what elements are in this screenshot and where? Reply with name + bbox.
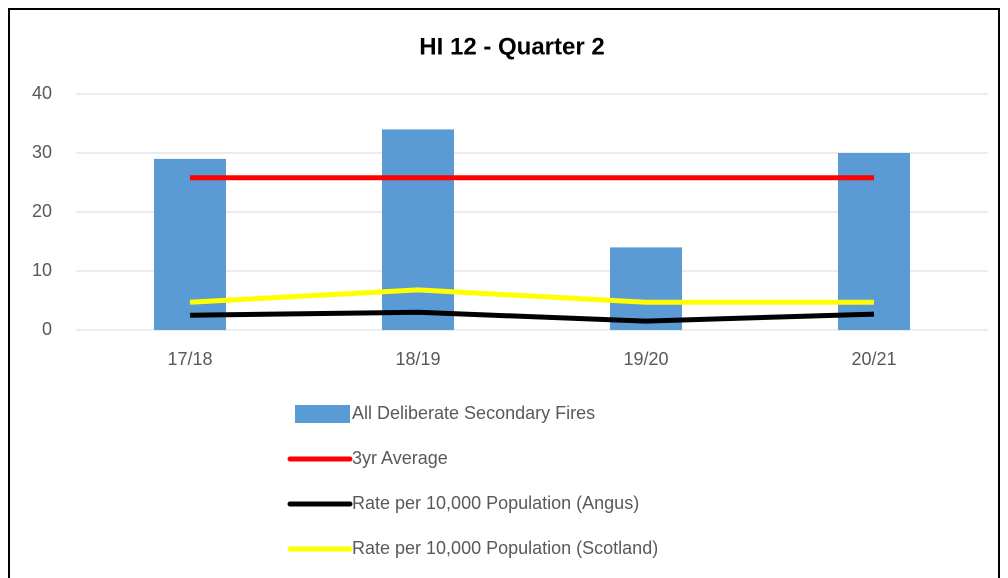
legend-label: 3yr Average: [352, 448, 448, 468]
legend-swatch: [295, 405, 350, 423]
y-tick-label: 10: [32, 260, 52, 280]
legend-label: Rate per 10,000 Population (Scotland): [352, 538, 658, 558]
chart-title: HI 12 - Quarter 2: [419, 33, 604, 60]
y-tick-label: 30: [32, 142, 52, 162]
bar: [610, 247, 682, 330]
line: [189, 309, 875, 324]
legend-label: Rate per 10,000 Population (Angus): [352, 493, 639, 513]
bar: [382, 129, 454, 330]
x-tick-label: 17/18: [167, 349, 212, 369]
line: [189, 287, 874, 305]
x-tick-label: 18/19: [395, 349, 440, 369]
y-tick-label: 20: [32, 201, 52, 221]
y-tick-label: 0: [42, 319, 52, 339]
bar: [154, 158, 226, 330]
x-tick-label: 19/20: [623, 349, 668, 369]
y-tick-label: 40: [32, 83, 52, 103]
legend-label: All Deliberate Secondary Fires: [352, 403, 595, 423]
x-tick-label: 20/21: [851, 349, 896, 369]
